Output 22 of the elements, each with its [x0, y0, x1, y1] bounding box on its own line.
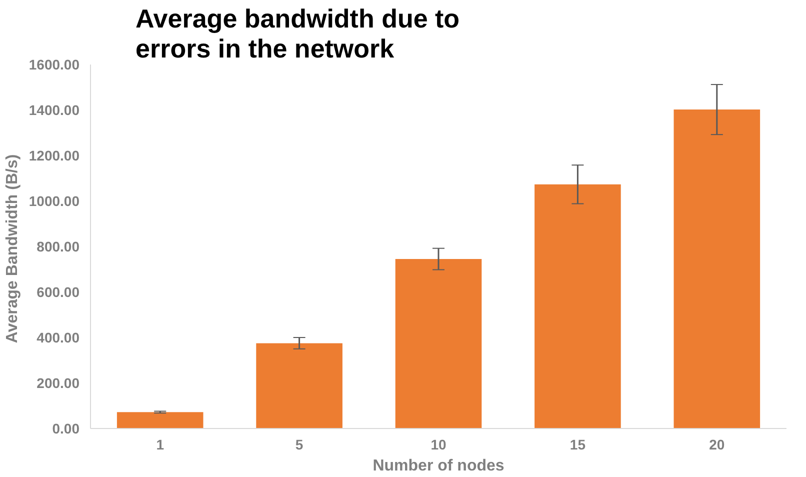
y-tick-label: 200.00 — [36, 375, 80, 391]
y-tick-label: 1000.00 — [28, 193, 80, 209]
y-tick-label: 600.00 — [36, 284, 80, 300]
y-tick-label: 0.00 — [52, 420, 80, 436]
x-tick-label: 20 — [709, 436, 725, 452]
y-tick-label: 800.00 — [36, 238, 80, 254]
bar — [395, 259, 482, 428]
bar — [534, 184, 621, 428]
x-tick-label: 15 — [570, 436, 586, 452]
x-tick-label: 1 — [156, 436, 164, 452]
bar — [256, 343, 342, 428]
bar — [674, 110, 760, 428]
y-axis-title: Average Bandwidth (B/s) — [4, 154, 21, 344]
y-tick-label: 400.00 — [36, 330, 80, 346]
x-tick-label: 5 — [295, 436, 304, 452]
y-tick-label: 1600.00 — [28, 56, 80, 72]
x-tick-label: 10 — [430, 436, 446, 452]
y-tick-label: 1200.00 — [28, 148, 80, 164]
chart-title: Average bandwidth due to errors in the network — [136, 4, 460, 64]
bar — [116, 412, 204, 428]
y-tick-label: 1400.00 — [28, 102, 80, 118]
x-axis-title: Number of nodes — [372, 458, 504, 474]
